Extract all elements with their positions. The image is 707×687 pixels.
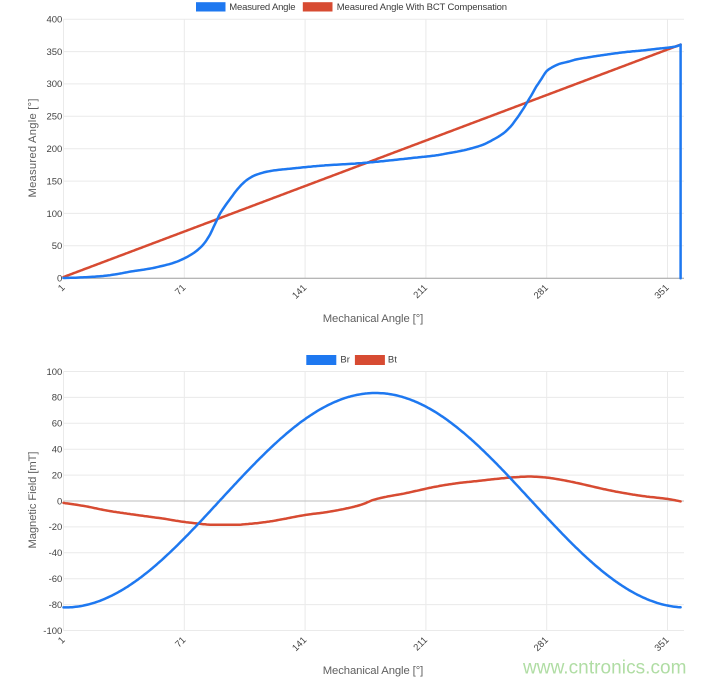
svg-text:351: 351 <box>653 283 672 302</box>
svg-text:50: 50 <box>52 241 63 252</box>
svg-text:-100: -100 <box>43 626 62 637</box>
svg-text:211: 211 <box>412 635 430 653</box>
svg-text:281: 281 <box>532 283 551 302</box>
svg-text:-20: -20 <box>49 522 63 533</box>
svg-text:150: 150 <box>46 176 62 187</box>
svg-text:281: 281 <box>532 635 551 654</box>
svg-text:60: 60 <box>52 419 63 430</box>
svg-text:71: 71 <box>173 635 188 650</box>
svg-text:100: 100 <box>46 209 62 220</box>
svg-text:141: 141 <box>290 283 309 302</box>
svg-text:-60: -60 <box>49 574 63 585</box>
svg-text:211: 211 <box>412 283 430 301</box>
svg-text:1: 1 <box>56 283 68 295</box>
svg-text:250: 250 <box>46 112 62 123</box>
svg-text:71: 71 <box>173 283 188 298</box>
svg-text:Bt: Bt <box>388 355 397 366</box>
svg-text:100: 100 <box>46 367 62 378</box>
svg-text:0: 0 <box>57 274 62 285</box>
svg-text:1: 1 <box>56 635 68 647</box>
svg-text:Measured Angle [°]: Measured Angle [°] <box>27 99 39 198</box>
svg-text:200: 200 <box>46 144 62 155</box>
svg-text:350: 350 <box>46 47 62 58</box>
svg-text:40: 40 <box>52 445 63 456</box>
svg-text:80: 80 <box>52 393 63 404</box>
svg-text:351: 351 <box>653 635 672 654</box>
svg-text:141: 141 <box>290 635 309 654</box>
svg-text:Measured Angle With BCT Compen: Measured Angle With BCT Compensation <box>337 2 507 13</box>
svg-text:20: 20 <box>52 470 63 481</box>
svg-text:Mechanical Angle [°]: Mechanical Angle [°] <box>323 665 424 677</box>
svg-text:-80: -80 <box>49 600 63 611</box>
svg-text:300: 300 <box>46 79 62 90</box>
svg-text:-40: -40 <box>49 548 63 559</box>
svg-text:0: 0 <box>57 496 62 507</box>
svg-text:400: 400 <box>46 15 62 26</box>
svg-text:www.cntronics.com: www.cntronics.com <box>522 658 687 679</box>
svg-text:Measured Angle: Measured Angle <box>229 2 295 13</box>
svg-text:Mechanical Angle [°]: Mechanical Angle [°] <box>323 313 424 325</box>
svg-text:Br: Br <box>340 355 350 366</box>
svg-text:Magnetic Field [mT]: Magnetic Field [mT] <box>27 452 39 549</box>
